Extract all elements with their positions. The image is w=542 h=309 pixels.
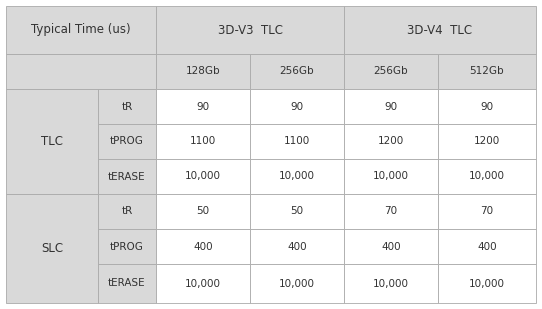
Text: tERASE: tERASE <box>108 171 146 181</box>
Bar <box>344 89 438 124</box>
Text: 10,000: 10,000 <box>279 278 315 289</box>
Bar <box>250 194 344 229</box>
Bar <box>250 124 344 159</box>
Text: 1200: 1200 <box>378 137 404 146</box>
Text: 3D-V3  TLC: 3D-V3 TLC <box>217 23 282 36</box>
Text: 400: 400 <box>287 242 307 252</box>
Bar <box>344 159 438 194</box>
Text: 70: 70 <box>480 206 494 217</box>
Text: 400: 400 <box>477 242 497 252</box>
Text: TLC: TLC <box>41 135 63 148</box>
Bar <box>344 6 536 54</box>
Text: Typical Time (us): Typical Time (us) <box>31 23 131 36</box>
Bar <box>6 89 98 194</box>
Bar <box>156 194 250 229</box>
Text: 256Gb: 256Gb <box>280 66 314 77</box>
Bar <box>156 54 250 89</box>
Bar <box>250 89 344 124</box>
Bar <box>6 6 156 54</box>
Bar <box>438 229 536 264</box>
Bar <box>98 194 156 229</box>
Bar <box>438 89 536 124</box>
Bar <box>438 159 536 194</box>
Text: 128Gb: 128Gb <box>186 66 220 77</box>
Bar <box>156 124 250 159</box>
Text: 3D-V4  TLC: 3D-V4 TLC <box>408 23 473 36</box>
Bar <box>250 229 344 264</box>
Bar <box>344 54 438 89</box>
Text: SLC: SLC <box>41 242 63 255</box>
Text: tR: tR <box>121 206 133 217</box>
Bar <box>438 54 536 89</box>
Text: 1200: 1200 <box>474 137 500 146</box>
Text: 70: 70 <box>384 206 398 217</box>
Bar <box>344 229 438 264</box>
Text: 50: 50 <box>196 206 210 217</box>
Bar <box>156 264 250 303</box>
Bar <box>344 194 438 229</box>
Bar <box>156 159 250 194</box>
Text: 10,000: 10,000 <box>373 171 409 181</box>
Bar <box>344 264 438 303</box>
Text: 90: 90 <box>196 101 210 112</box>
Text: 512Gb: 512Gb <box>470 66 504 77</box>
Text: 1100: 1100 <box>190 137 216 146</box>
Text: 400: 400 <box>381 242 401 252</box>
Bar <box>156 229 250 264</box>
Text: 10,000: 10,000 <box>185 278 221 289</box>
Text: 10,000: 10,000 <box>469 171 505 181</box>
Text: 10,000: 10,000 <box>185 171 221 181</box>
Text: 1100: 1100 <box>284 137 310 146</box>
Bar <box>438 124 536 159</box>
Text: tPROG: tPROG <box>110 242 144 252</box>
Bar <box>98 229 156 264</box>
Bar <box>98 124 156 159</box>
Bar <box>250 54 344 89</box>
Text: 90: 90 <box>291 101 304 112</box>
Bar <box>98 159 156 194</box>
Text: 90: 90 <box>384 101 398 112</box>
Bar <box>6 54 156 89</box>
Text: 50: 50 <box>291 206 304 217</box>
Bar <box>438 264 536 303</box>
Text: tR: tR <box>121 101 133 112</box>
Bar <box>250 159 344 194</box>
Bar <box>438 194 536 229</box>
Bar <box>6 194 98 303</box>
Bar <box>98 89 156 124</box>
Text: 10,000: 10,000 <box>469 278 505 289</box>
Text: 400: 400 <box>193 242 213 252</box>
Text: 256Gb: 256Gb <box>373 66 408 77</box>
Bar <box>156 89 250 124</box>
Text: tERASE: tERASE <box>108 278 146 289</box>
Bar <box>98 264 156 303</box>
Bar <box>156 6 344 54</box>
Text: 10,000: 10,000 <box>373 278 409 289</box>
Bar <box>344 124 438 159</box>
Text: tPROG: tPROG <box>110 137 144 146</box>
Text: 90: 90 <box>480 101 494 112</box>
Bar <box>250 264 344 303</box>
Text: 10,000: 10,000 <box>279 171 315 181</box>
